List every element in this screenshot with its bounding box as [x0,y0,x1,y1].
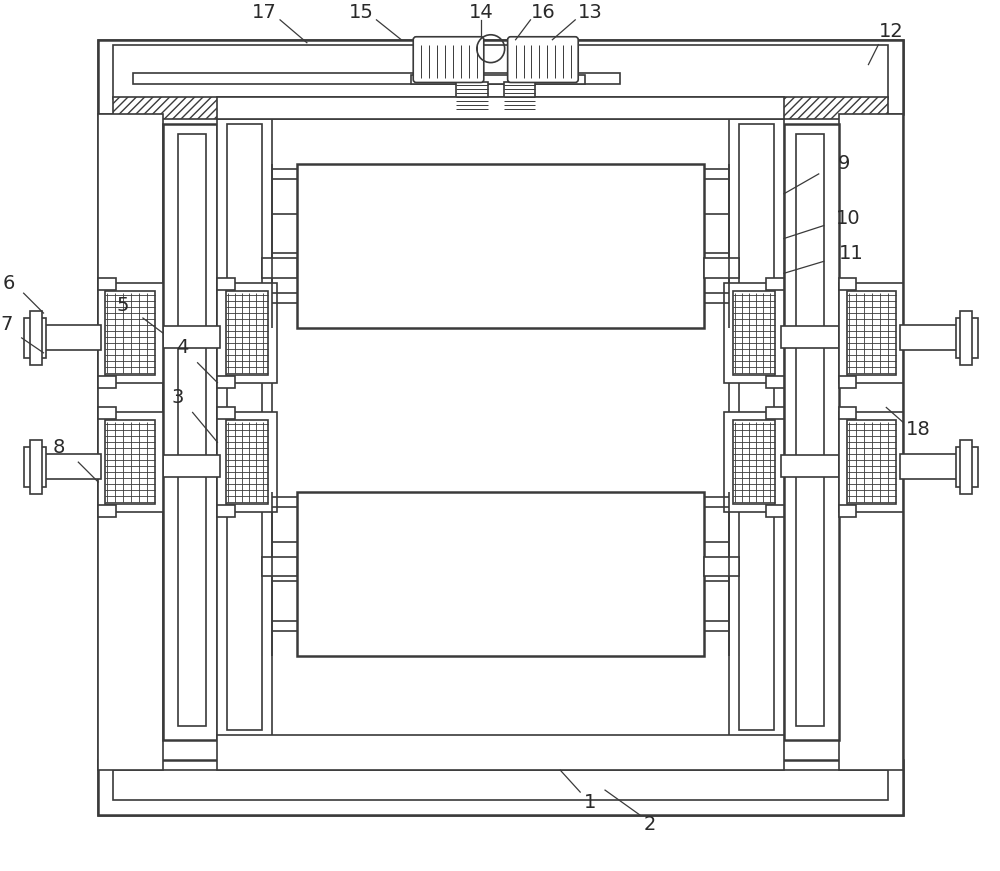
Text: 1: 1 [584,793,596,812]
Bar [511,42,575,79]
Bar [411,75,585,84]
Bar [113,44,888,99]
Bar [98,278,116,290]
Bar [839,408,856,420]
Text: 10: 10 [836,209,861,228]
Bar [839,375,856,388]
Bar [766,375,784,388]
Bar [226,421,268,503]
Bar [24,318,46,358]
Bar [766,408,784,420]
Bar [217,413,277,512]
Bar [839,505,856,517]
Bar [227,125,262,731]
Text: 7: 7 [1,315,13,334]
Bar [729,119,784,740]
Text: 18: 18 [906,420,930,439]
Bar [98,40,903,815]
Bar [226,291,268,375]
Bar [416,42,481,79]
Text: 12: 12 [879,23,904,41]
Text: 6: 6 [3,273,15,293]
Bar [784,125,839,740]
Bar [900,325,958,350]
Bar [766,505,784,517]
Bar [105,421,155,503]
Text: 13: 13 [578,3,603,23]
Bar [163,125,217,740]
Bar [30,311,42,365]
Bar [178,134,206,726]
Bar [733,421,775,503]
Bar [98,413,163,512]
Bar [839,114,903,770]
Bar [98,283,163,382]
Bar [98,505,116,517]
Bar [113,770,888,800]
Bar [24,447,46,487]
Text: 16: 16 [531,3,556,23]
Bar [217,283,277,382]
Bar [262,557,297,577]
Bar [133,72,620,84]
Bar [724,413,784,512]
Bar [217,98,784,119]
Bar [960,440,972,494]
Bar [217,505,235,517]
Bar [262,259,297,278]
Bar [839,278,856,290]
Bar [30,440,42,494]
Text: 5: 5 [117,295,129,314]
Bar [456,83,488,112]
Bar [98,375,116,388]
Bar [113,98,888,119]
Bar [44,325,101,350]
Bar [839,413,903,512]
Bar [847,421,896,503]
Bar [98,114,163,770]
Bar [900,454,958,479]
Text: 11: 11 [839,244,864,263]
Bar [98,760,903,815]
Bar [98,40,903,114]
Bar [217,408,235,420]
Bar [724,283,784,382]
Bar [217,375,235,388]
Text: 17: 17 [252,3,277,23]
Bar [297,164,704,328]
Text: 14: 14 [468,3,493,23]
FancyBboxPatch shape [413,37,484,83]
Bar [504,83,535,112]
Bar [956,318,978,358]
Bar [847,291,896,375]
Bar [704,259,739,278]
Bar [781,326,839,348]
Text: 9: 9 [837,154,850,173]
Text: 3: 3 [171,388,184,407]
Bar [217,278,235,290]
Bar [113,55,888,800]
FancyBboxPatch shape [508,37,578,83]
Bar [163,326,220,348]
Bar [44,454,101,479]
Bar [105,291,155,375]
Text: 2: 2 [644,815,656,834]
Bar [739,125,774,731]
Bar [217,735,784,770]
Bar [98,408,116,420]
Bar [766,278,784,290]
Bar [956,447,978,487]
Text: 4: 4 [176,338,189,357]
Text: 8: 8 [52,438,65,456]
Bar [217,119,272,740]
Text: 15: 15 [349,3,374,23]
Bar [839,283,903,382]
Bar [704,557,739,577]
Bar [733,291,775,375]
Bar [960,311,972,365]
Bar [163,456,220,477]
Bar [796,134,824,726]
Bar [297,492,704,656]
Bar [781,456,839,477]
